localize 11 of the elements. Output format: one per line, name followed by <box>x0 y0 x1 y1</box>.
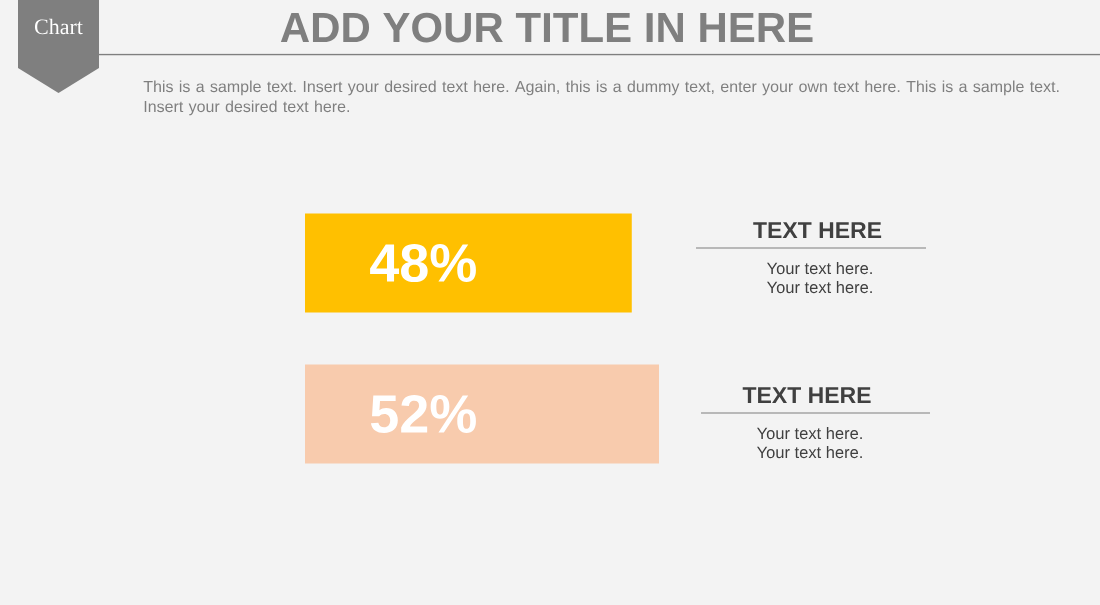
data-label: 48% <box>370 243 476 283</box>
chart-subtitle: This is a sample text. Insert your desired text here. Again, this is a dummy text, enter your own text here. This is a sample text. Insert your desired text here. <box>143 80 1059 116</box>
chart-title: ADD YOUR TITLE IN HERE <box>280 12 813 43</box>
text: Your text here. <box>766 281 872 294</box>
text: TEXT HERE <box>753 222 882 238</box>
text: Chart <box>34 18 83 35</box>
text: TEXT HERE <box>742 387 871 403</box>
data-label: 52% <box>370 394 476 434</box>
text: Your text here. <box>756 427 862 440</box>
text: Your text here. <box>756 446 862 459</box>
text: Your text here. <box>766 262 872 275</box>
